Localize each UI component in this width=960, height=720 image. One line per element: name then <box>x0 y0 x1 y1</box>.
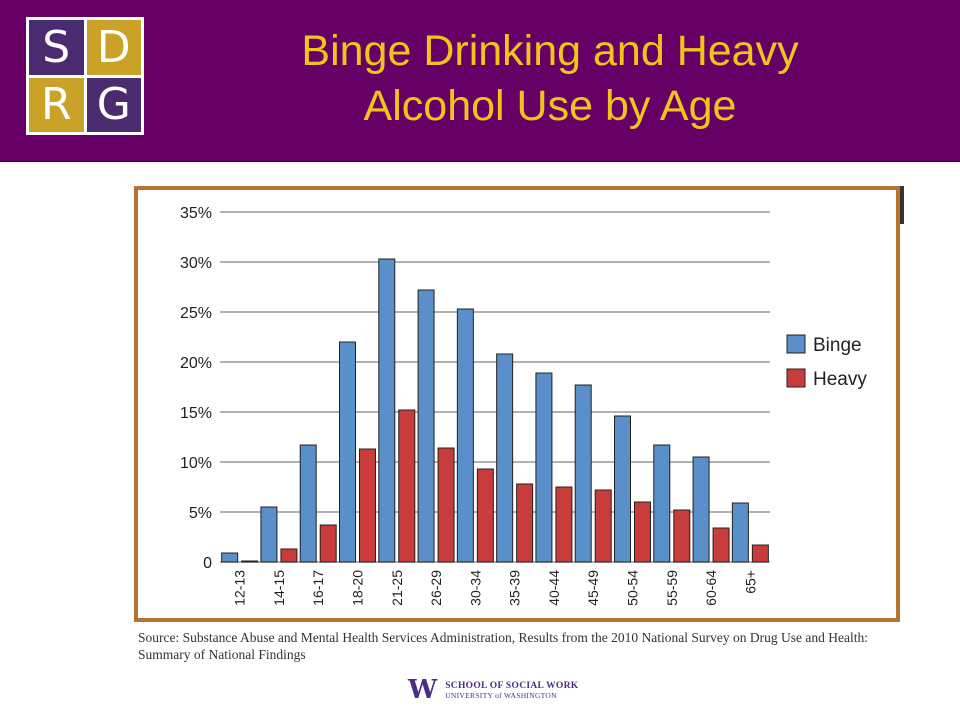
bar-heavy <box>594 489 612 563</box>
bar-binge <box>614 415 631 563</box>
bar-heavy <box>241 560 259 563</box>
slide-title: Binge Drinking and Heavy Alcohol Use by … <box>190 24 910 134</box>
title-line-1: Binge Drinking and Heavy <box>301 27 799 75</box>
y-tick-label: 30% <box>180 255 212 272</box>
x-tick-label: 14-15 <box>271 570 287 606</box>
y-tick-label: 20% <box>180 355 212 372</box>
bar-binge <box>378 258 396 563</box>
bar-binge <box>417 289 435 563</box>
uw-social-work-logo: W SCHOOL OF SOCIAL WORK UNIVERSITY of WA… <box>408 675 579 705</box>
bar-binge <box>574 384 592 563</box>
title-line-2: Alcohol Use by Age <box>363 82 737 130</box>
bar-chart: 0 5% 10% 15% 20% 25% 30% 35% 12-13 14-15 16-17 18-2… <box>180 205 867 606</box>
bar-binge <box>535 372 553 563</box>
x-tick-label: 60-64 <box>703 570 719 606</box>
bar-binge <box>456 308 474 563</box>
bar-heavy <box>555 486 573 563</box>
bar-heavy <box>319 524 337 563</box>
x-tick-label: 30-34 <box>467 570 483 606</box>
logo-letter-r: R <box>29 77 84 132</box>
bar-heavy <box>673 509 691 563</box>
header-banner: S D R G Binge Drinking and Heavy Alcohol… <box>0 0 960 162</box>
y-tick-label: 15% <box>180 405 212 422</box>
y-tick-label: 35% <box>180 205 212 222</box>
y-tick-label: 0 <box>203 555 212 572</box>
x-tick-label: 40-44 <box>546 570 562 606</box>
uw-w-icon: W <box>408 675 438 705</box>
bar-heavy <box>751 544 769 563</box>
x-tick-label: 45-49 <box>585 570 601 606</box>
x-tick-label: 26-29 <box>428 570 444 606</box>
x-tick-label: 65+ <box>742 570 758 594</box>
legend-label-heavy: Heavy <box>813 369 867 390</box>
bar-binge <box>260 506 278 563</box>
bar-binge <box>496 353 514 563</box>
bar-heavy <box>437 447 455 563</box>
bar-binge <box>692 456 710 563</box>
x-tick-label: 21-25 <box>389 570 405 606</box>
bar-binge <box>653 444 671 563</box>
bar-binge <box>339 341 356 563</box>
x-tick-label: 50-54 <box>625 570 641 606</box>
logo-letter-s: S <box>29 20 84 75</box>
legend-swatch-heavy <box>786 368 806 388</box>
bar-heavy <box>634 501 651 563</box>
bar-heavy <box>398 409 416 563</box>
bar-binge <box>299 444 317 563</box>
bar-heavy <box>516 483 534 563</box>
footer-university-name: UNIVERSITY of WASHINGTON <box>445 690 557 700</box>
legend-swatch-binge <box>786 334 806 354</box>
source-note: Source: Substance Abuse and Mental Healt… <box>138 630 868 662</box>
x-tick-label: 18-20 <box>350 570 366 606</box>
bar-heavy <box>280 548 298 563</box>
bar-heavy <box>359 448 376 563</box>
bar-binge <box>221 552 239 563</box>
footer-school-name: SCHOOL OF SOCIAL WORK <box>445 680 579 691</box>
y-tick-label: 10% <box>180 455 212 472</box>
x-tick-label: 35-39 <box>507 570 523 606</box>
logo-letter-g: G <box>86 77 141 132</box>
y-tick-label: 25% <box>180 305 212 322</box>
x-tick-label: 55-59 <box>664 570 680 606</box>
chart-frame: 0 5% 10% 15% 20% 25% 30% 35% 12-13 14-15 16-17 18-2… <box>134 186 900 622</box>
x-tick-label: 16-17 <box>310 570 326 606</box>
logo-letter-d: D <box>86 20 141 75</box>
bar-heavy <box>476 468 494 563</box>
sdrg-logo: S D R G <box>26 17 144 135</box>
x-tick-label: 12-13 <box>232 570 248 606</box>
y-tick-label: 5% <box>189 505 212 522</box>
edge-mark <box>900 186 904 224</box>
bar-binge <box>731 502 749 563</box>
bar-heavy <box>712 527 730 563</box>
legend-label-binge: Binge <box>813 335 862 356</box>
